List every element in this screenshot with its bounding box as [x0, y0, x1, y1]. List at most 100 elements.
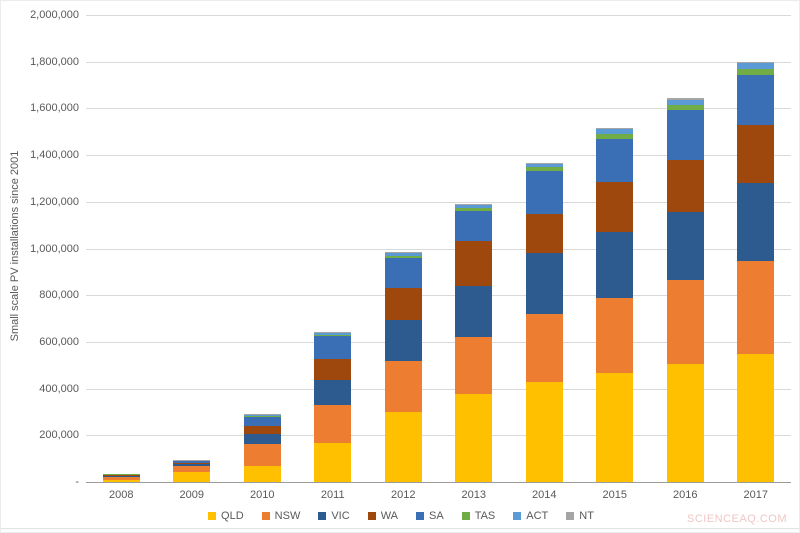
x-tick-label-2009: 2009 [179, 489, 204, 501]
bar-segment-nsw-2016 [666, 280, 704, 365]
bar-segment-wa-2012 [384, 288, 422, 320]
bar-segment-vic-2008 [102, 475, 140, 477]
y-tick-label: 1,400,000 [30, 149, 79, 162]
bar-segment-qld-2013 [455, 394, 493, 482]
bar-segment-qld-2011 [314, 443, 352, 482]
y-gridline [86, 248, 791, 250]
bar-segment-wa-2014 [525, 213, 563, 254]
legend-item-act: ACT [513, 510, 548, 522]
bar-2011 [314, 15, 352, 482]
bar-segment-tas-2010 [243, 415, 281, 417]
bar-segment-tas-2011 [314, 334, 352, 337]
legend-swatch-sa [416, 512, 424, 520]
bar-segment-act-2017 [737, 63, 775, 70]
legend-swatch-tas [461, 512, 470, 520]
legend-item-vic: VIC [318, 510, 350, 522]
bar-segment-vic-2017 [737, 183, 775, 262]
bar-segment-act-2014 [525, 164, 563, 168]
y-tick-label: 1,600,000 [30, 102, 79, 115]
bar-segment-tas-2014 [525, 167, 563, 172]
bar-segment-sa-2014 [525, 171, 563, 214]
legend-item-nsw: NSW [261, 510, 301, 522]
legend: QLD NSW VIC WA SA TAS ACT NT [1, 510, 799, 522]
bar-segment-wa-2015 [596, 181, 634, 233]
bar-segment-nt-2015 [596, 128, 634, 130]
x-tick-label-2010: 2010 [250, 489, 275, 501]
bar-2010 [243, 15, 281, 482]
legend-label-vic: VIC [331, 510, 350, 522]
y-gridline [86, 155, 791, 157]
bar-2013 [455, 15, 493, 482]
bar-segment-nsw-2010 [243, 444, 281, 467]
bar-segment-sa-2015 [596, 138, 634, 182]
bar-segment-tas-2016 [666, 104, 704, 111]
bar-segment-wa-2013 [455, 241, 493, 286]
bar-segment-act-2011 [314, 332, 352, 335]
bar-segment-wa-2009 [173, 462, 211, 465]
bar-2012 [384, 15, 422, 482]
bar-segment-nsw-2015 [596, 297, 634, 374]
bar-segment-tas-2017 [737, 69, 775, 76]
x-tick-label-2013: 2013 [461, 489, 486, 501]
bar-2014 [525, 15, 563, 482]
bar-segment-sa-2012 [384, 258, 422, 289]
bar-segment-sa-2017 [737, 75, 775, 126]
bar-2009 [173, 15, 211, 482]
bar-segment-vic-2010 [243, 434, 281, 445]
bar-segment-qld-2010 [243, 466, 281, 482]
legend-label-act: ACT [526, 510, 549, 522]
bar-segment-qld-2012 [384, 411, 422, 482]
bar-segment-vic-2009 [173, 464, 211, 467]
legend-label-sa: SA [429, 510, 444, 522]
y-tick-label: 200,000 [39, 429, 79, 442]
y-tick-label: 2,000,000 [30, 9, 79, 21]
bar-segment-vic-2016 [666, 211, 704, 281]
legend-swatch-nt [566, 512, 575, 520]
bar-segment-qld-2014 [525, 382, 563, 482]
bar-segment-act-2012 [384, 253, 422, 256]
bar-segment-vic-2014 [525, 253, 563, 314]
y-tick-label: 800,000 [39, 289, 79, 302]
y-tick-label: 1,200,000 [30, 195, 79, 208]
bar-segment-act-2010 [243, 414, 281, 416]
bar-segment-wa-2011 [314, 359, 352, 381]
plot-area [86, 15, 791, 483]
bar-segment-qld-2016 [666, 364, 704, 482]
bar-segment-qld-2017 [737, 353, 775, 482]
bar-segment-qld-2008 [102, 479, 140, 482]
bar-segment-act-2013 [455, 204, 493, 208]
bar-segment-vic-2015 [596, 232, 634, 298]
legend-item-tas: TAS [461, 510, 496, 522]
bar-segment-sa-2013 [455, 210, 493, 242]
y-axis-tick-labels: - 200,000 400,000 600,000 800,000 1,000,000 1,… [9, 1, 79, 532]
legend-swatch-qld [208, 512, 217, 520]
x-tick-label-2008: 2008 [109, 489, 134, 501]
y-gridline [86, 388, 791, 390]
bar-segment-wa-2008 [102, 474, 140, 476]
bar-segment-sa-2010 [243, 416, 281, 427]
bar-segment-tas-2013 [455, 207, 493, 211]
bar-2008 [102, 15, 140, 482]
bar-segment-nt-2014 [525, 163, 563, 165]
bottom-divider [1, 528, 799, 529]
y-tick-label: 1,800,000 [30, 55, 79, 68]
y-tick-label: - [75, 476, 79, 488]
x-tick-label-2011: 2011 [320, 489, 345, 501]
bar-segment-nsw-2009 [173, 466, 211, 472]
legend-label-tas: TAS [474, 510, 496, 522]
legend-swatch-nsw [261, 512, 270, 520]
bar-segment-nt-2012 [384, 252, 422, 254]
bar-segment-nt-2013 [455, 204, 493, 205]
bar-segment-nsw-2012 [384, 360, 422, 412]
y-tick-label: 1,000,000 [30, 242, 79, 255]
bar-segment-wa-2017 [737, 125, 775, 184]
legend-label-nt: NT [579, 510, 594, 522]
watermark: SCIENCEAQ.COM [686, 513, 787, 525]
y-tick-label: 600,000 [39, 335, 79, 348]
x-tick-label-2012: 2012 [391, 489, 416, 501]
legend-swatch-vic [318, 512, 327, 520]
legend-label-nsw: NSW [274, 510, 301, 522]
bar-segment-nsw-2017 [737, 261, 775, 354]
bar-segment-qld-2015 [596, 373, 634, 482]
